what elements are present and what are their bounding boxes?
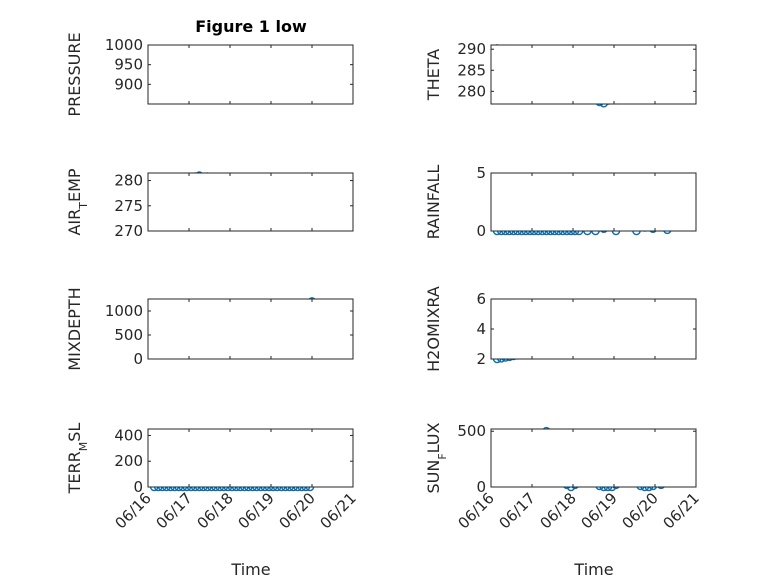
- y-tick-label: 1000: [105, 302, 143, 320]
- axes-frame: [490, 428, 697, 488]
- y-axis-label: PRESSURE: [65, 32, 84, 116]
- y-axis-label: THETA: [424, 49, 443, 101]
- y-tick-label: 500: [457, 422, 486, 440]
- y-tick-label: 285: [457, 61, 486, 79]
- axes-frame: [147, 44, 354, 105]
- y-tick-label: 0: [133, 350, 143, 368]
- y-tick-label: 275: [114, 197, 143, 215]
- y-tick-label: 0: [476, 222, 486, 240]
- subplot-mixdepth: 0 500 1000 MIXDEPTH: [65, 287, 354, 371]
- x-tick-label: 06/20: [619, 489, 662, 532]
- axes-frame: [490, 172, 697, 232]
- y-axis-label: TERRMSL: [65, 423, 90, 495]
- x-tick-label: 06/18: [194, 489, 237, 532]
- y-tick-label: 0: [133, 478, 143, 496]
- x-tick-label: 06/17: [496, 489, 539, 532]
- y-tick-label: 5: [476, 164, 486, 182]
- x-tick-label: 06/17: [153, 489, 196, 532]
- x-axis-label-right: Time: [573, 560, 613, 579]
- y-tick-label: 290: [457, 40, 486, 58]
- y-axis-label: SUNFLUX: [424, 422, 449, 493]
- y-tick-label: 2: [476, 350, 486, 368]
- y-tick-label: 500: [114, 326, 143, 344]
- y-tick-label: 200: [114, 452, 143, 470]
- y-axis-label: MIXDEPTH: [65, 287, 84, 370]
- y-tick-label: 4: [476, 320, 486, 338]
- subplot-rainfall: 0 5 RAINFALL: [424, 164, 697, 240]
- y-tick-label: 1000: [105, 36, 143, 54]
- y-tick-label: 900: [114, 75, 143, 93]
- x-axis-label-left: Time: [230, 560, 270, 579]
- figure-title: Figure 1 low: [195, 17, 307, 36]
- y-axis-label: AIRTEMP: [65, 168, 90, 235]
- y-tick-label: 950: [114, 56, 143, 74]
- y-axis-label: RAINFALL: [424, 165, 443, 240]
- y-tick-label: 280: [457, 82, 486, 100]
- axes-frame: [147, 298, 354, 360]
- y-tick-label: 400: [114, 426, 143, 444]
- x-tick-label: 06/20: [276, 489, 319, 532]
- y-axis-label: H2OMIXRA: [424, 286, 443, 372]
- subplot-terr-msl: 0200400TERRMSL06/1606/1706/1806/1906/200…: [65, 423, 360, 533]
- axes-frame: [490, 44, 697, 105]
- axes-frame: [147, 172, 354, 232]
- subplot-theta: 280 285 290 THETA: [424, 40, 697, 108]
- x-tick-label: 06/19: [235, 489, 278, 532]
- x-tick-label: 06/21: [660, 489, 703, 532]
- axes-frame: [490, 298, 697, 360]
- axes-frame: [147, 428, 354, 488]
- y-tick-label: 6: [476, 290, 486, 308]
- x-tick-label: 06/21: [317, 489, 360, 532]
- subplot-sun-flux: 0500SUNFLUX06/1606/1706/1806/1906/2006/2…: [424, 422, 703, 532]
- subplot-air-temp: 270 275 280 AIRTEMP: [65, 168, 354, 240]
- subplot-h2omixra: 2 4 6 H2OMIXRA: [424, 286, 697, 372]
- x-tick-label: 06/18: [537, 489, 580, 532]
- y-tick-label: 0: [476, 478, 486, 496]
- x-tick-label: 06/19: [578, 489, 621, 532]
- y-tick-label: 280: [114, 172, 143, 190]
- y-tick-label: 270: [114, 222, 143, 240]
